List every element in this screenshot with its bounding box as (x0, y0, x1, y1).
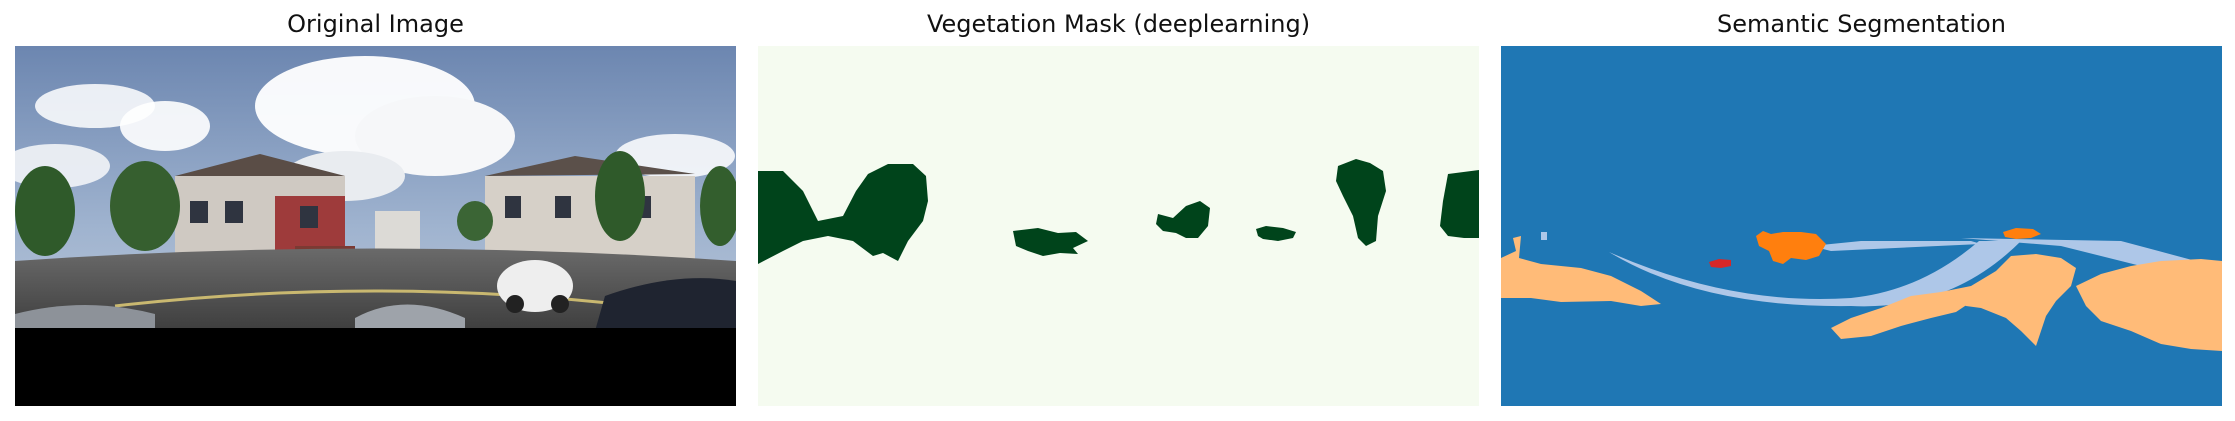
panel-title-segmentation: Semantic Segmentation (1717, 10, 2006, 38)
vegetation-mask-image (758, 46, 1479, 406)
panel-title-vegetation-mask: Vegetation Mask (deeplearning) (926, 10, 1311, 38)
vegetation-mask-panel (758, 46, 1479, 406)
panel-title-original: Original Image (287, 10, 464, 38)
street-panorama-image (15, 46, 736, 406)
semantic-segmentation-panel (1501, 46, 2222, 406)
original-image-panel (15, 46, 736, 406)
semantic-segmentation-image (1501, 46, 2222, 406)
